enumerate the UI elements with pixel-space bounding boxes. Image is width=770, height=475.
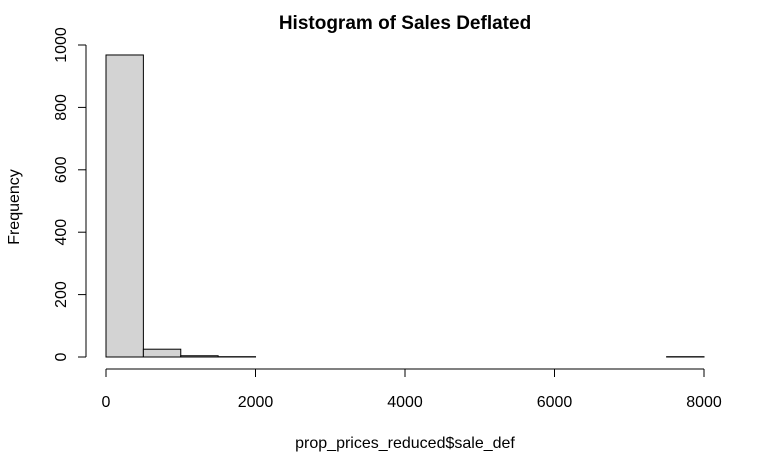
y-tick-label-1: 200: [53, 281, 70, 308]
x-tick-label-0: 0: [102, 394, 111, 411]
y-tick-label-5: 1000: [53, 27, 70, 63]
y-tick-label-3: 600: [53, 156, 70, 183]
x-tick-label-4: 8000: [686, 394, 722, 411]
histogram-bar-0: [105, 54, 144, 358]
x-axis-label: prop_prices_reduced$sale_def: [295, 435, 515, 452]
histogram-bar-2: [180, 355, 219, 358]
chart-title: Histogram of Sales Deflated: [279, 13, 531, 34]
histogram-bar-1: [142, 348, 182, 358]
x-tick-label-1: 2000: [238, 394, 274, 411]
y-axis-label: Frequency: [6, 169, 23, 245]
y-tick-label-0: 0: [53, 352, 70, 361]
x-tick-label-2: 4000: [387, 394, 423, 411]
histogram-bars: [105, 54, 705, 358]
x-tick-label-3: 6000: [537, 394, 573, 411]
x-axis: 0 2000 4000 6000 8000: [102, 368, 722, 411]
y-axis: 0 200 400 600 800 1000: [53, 27, 87, 361]
y-tick-label-4: 800: [53, 94, 70, 121]
y-tick-label-2: 400: [53, 219, 70, 246]
